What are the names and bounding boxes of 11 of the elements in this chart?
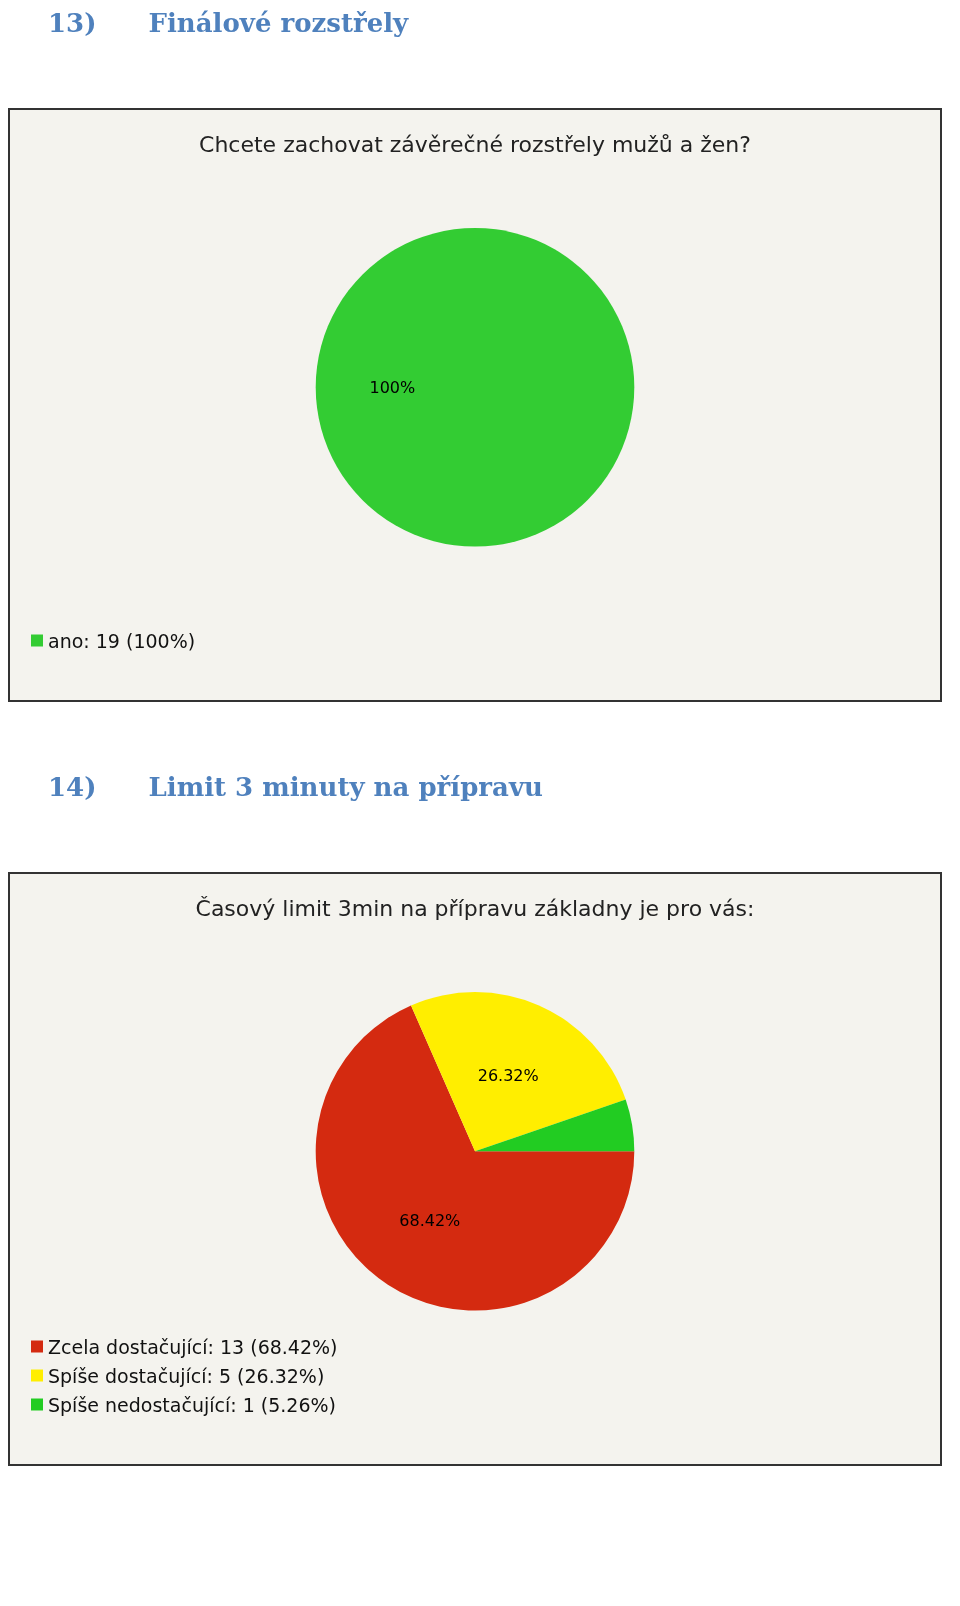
data-label: 100%	[369, 377, 416, 397]
chart-title: 13) Finálové rozstřely	[48, 8, 410, 38]
data-label: 68.42%	[399, 1210, 461, 1230]
data-label: 26.32%	[477, 1066, 539, 1086]
legend-label: Spíše nedostačující: 1 (5.26%)	[48, 1393, 336, 1416]
chart-subtitle: Chcete zachovat závěrečné rozstřely mužů a žen?	[199, 131, 751, 157]
legend-label: Spíše dostačující: 5 (26.32%)	[48, 1364, 325, 1387]
chart-subtitle: Časový limit 3min na přípravu základny je pro vás:	[195, 895, 755, 921]
chart-title: 14) Limit 3 minuty na přípravu	[48, 772, 544, 802]
legend-label: Zcela dostačující: 13 (68.42%)	[48, 1335, 338, 1358]
legend-label: ano: 19 (100%)	[48, 629, 196, 652]
